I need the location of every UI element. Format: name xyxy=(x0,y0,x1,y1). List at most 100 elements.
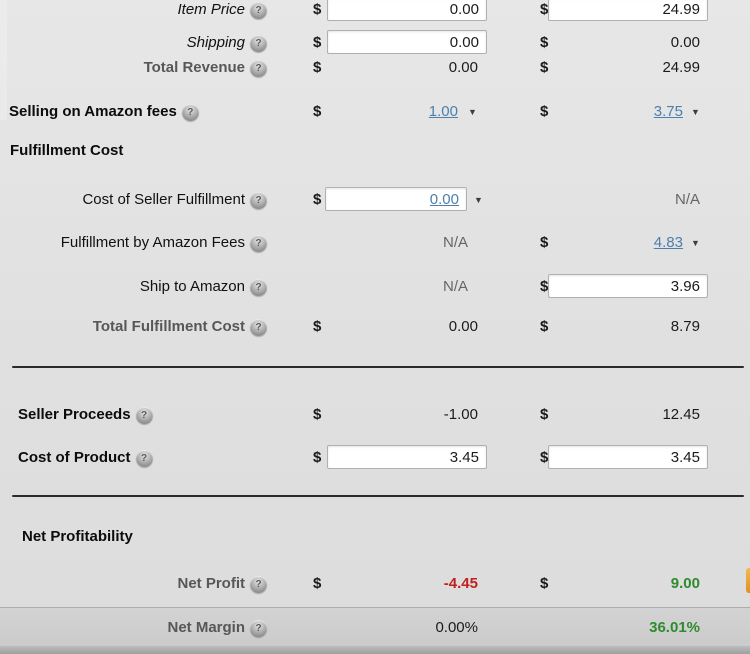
bottom-strip xyxy=(0,646,750,654)
help-icon[interactable]: ? xyxy=(250,278,267,296)
ship-to-amazon-na-col1: N/A xyxy=(442,278,468,295)
item-price-input-col1[interactable] xyxy=(327,0,487,21)
partial-button-edge[interactable] xyxy=(746,568,750,593)
total-fulfillment-cost-value-col2: 8.79 xyxy=(670,318,700,335)
help-glyph: ? xyxy=(187,106,194,118)
cost-of-product-input-col2[interactable] xyxy=(548,445,708,469)
currency-symbol: $ xyxy=(313,59,322,76)
item-price-label: Item Price xyxy=(177,1,245,18)
shipping-label: Shipping xyxy=(186,34,245,51)
currency-symbol: $ xyxy=(540,234,549,251)
help-icon[interactable]: ? xyxy=(250,318,267,336)
currency-symbol: $ xyxy=(540,59,549,76)
help-icon[interactable]: ? xyxy=(135,406,153,424)
net-profit-value-col2: 9.00 xyxy=(670,575,700,592)
currency-symbol: $ xyxy=(540,575,549,592)
chevron-down-icon[interactable]: ▼ xyxy=(691,107,700,117)
row-net-profit: Net Profit ? $ -4.45 $ 9.00 xyxy=(0,570,750,598)
section-divider xyxy=(12,366,744,368)
help-icon[interactable]: ? xyxy=(250,1,267,19)
panel-left-edge xyxy=(0,0,7,120)
total-revenue-value-col2: 24.99 xyxy=(662,59,700,76)
currency-symbol: $ xyxy=(540,1,549,18)
fulfillment-cost-header: Fulfillment Cost xyxy=(10,142,124,159)
selling-fees-link-col1[interactable]: 1.00 xyxy=(428,103,458,120)
chevron-down-icon[interactable]: ▼ xyxy=(474,195,483,205)
currency-symbol: $ xyxy=(540,278,549,295)
chevron-down-icon[interactable]: ▼ xyxy=(691,238,700,248)
help-glyph: ? xyxy=(255,4,262,16)
section-divider xyxy=(12,495,744,497)
row-seller-proceeds: Seller Proceeds ? $ -1.00 $ 12.45 xyxy=(0,401,750,429)
cost-of-product-label: Cost of Product xyxy=(18,449,131,466)
row-selling-on-amazon-fees: Selling on Amazon fees ? $ 1.00 ▼ $ 3.75… xyxy=(0,98,750,126)
row-ship-to-amazon: Ship to Amazon ? N/A $ xyxy=(0,273,750,301)
help-glyph: ? xyxy=(255,281,262,293)
selling-fees-label: Selling on Amazon fees xyxy=(9,103,177,120)
total-revenue-value-col1: 0.00 xyxy=(448,59,478,76)
currency-symbol: $ xyxy=(313,406,322,423)
help-glyph: ? xyxy=(140,452,148,464)
total-revenue-label: Total Revenue xyxy=(143,59,245,76)
fba-fees-label: Fulfillment by Amazon Fees xyxy=(60,234,245,251)
cost-seller-fulfillment-label: Cost of Seller Fulfillment xyxy=(82,191,245,208)
help-icon[interactable]: ? xyxy=(135,449,153,467)
currency-symbol: $ xyxy=(313,103,322,120)
seller-proceeds-value-col1: -1.00 xyxy=(443,406,478,423)
help-glyph: ? xyxy=(255,622,262,634)
row-item-price: Item Price ? $ $ xyxy=(0,0,750,24)
chevron-down-icon[interactable]: ▼ xyxy=(468,107,477,117)
help-glyph: ? xyxy=(255,194,262,206)
currency-symbol: $ xyxy=(313,575,322,592)
currency-symbol: $ xyxy=(313,191,322,208)
selling-fees-link-col2[interactable]: 3.75 xyxy=(653,103,683,120)
help-icon[interactable]: ? xyxy=(250,59,267,77)
cost-seller-fulfillment-input[interactable] xyxy=(325,187,467,211)
help-glyph: ? xyxy=(141,409,148,421)
row-cost-of-product: Cost of Product ? $ $ xyxy=(0,444,750,472)
row-total-revenue: Total Revenue ? $ 0.00 $ 24.99 xyxy=(0,54,750,82)
seller-proceeds-label: Seller Proceeds xyxy=(18,406,131,423)
help-icon[interactable]: ? xyxy=(250,34,267,52)
shipping-value-col2: 0.00 xyxy=(670,34,700,51)
row-net-margin: Net Margin ? 0.00% 36.01% xyxy=(0,614,750,642)
help-icon[interactable]: ? xyxy=(250,619,267,637)
currency-symbol: $ xyxy=(540,34,549,51)
net-profit-label: Net Profit xyxy=(177,575,246,592)
fba-fees-link-col2[interactable]: 4.83 xyxy=(653,234,683,251)
currency-symbol: $ xyxy=(313,449,322,466)
net-margin-band xyxy=(0,607,750,647)
help-glyph: ? xyxy=(255,578,262,590)
help-icon[interactable]: ? xyxy=(181,103,199,121)
net-margin-value-col1: 0.00% xyxy=(435,619,478,636)
help-icon[interactable]: ? xyxy=(250,191,267,209)
help-glyph: ? xyxy=(255,37,262,49)
currency-symbol: $ xyxy=(540,103,549,120)
fba-fees-na-col1: N/A xyxy=(442,234,468,251)
net-margin-label: Net Margin xyxy=(167,619,245,636)
currency-symbol: $ xyxy=(313,34,322,51)
currency-symbol: $ xyxy=(313,318,322,335)
row-cost-of-seller-fulfillment: Cost of Seller Fulfillment ? $ ▼ N/A xyxy=(0,186,750,214)
net-profit-value-col1: -4.45 xyxy=(443,575,478,592)
help-glyph: ? xyxy=(255,62,262,74)
help-glyph: ? xyxy=(255,237,262,249)
currency-symbol: $ xyxy=(540,318,549,335)
shipping-input-col1[interactable] xyxy=(327,30,487,54)
row-shipping: Shipping ? $ $ 0.00 xyxy=(0,29,750,57)
help-icon[interactable]: ? xyxy=(250,575,267,593)
net-profitability-header: Net Profitability xyxy=(22,528,133,545)
currency-symbol: $ xyxy=(540,449,549,466)
currency-symbol: $ xyxy=(313,1,322,18)
total-fulfillment-cost-label: Total Fulfillment Cost xyxy=(92,318,245,335)
item-price-input-col2[interactable] xyxy=(548,0,708,21)
currency-symbol: $ xyxy=(540,406,549,423)
net-margin-value-col2: 36.01% xyxy=(649,619,700,636)
help-icon[interactable]: ? xyxy=(250,234,267,252)
help-glyph: ? xyxy=(255,321,262,333)
cost-of-product-input-col1[interactable] xyxy=(327,445,487,469)
ship-to-amazon-input-col2[interactable] xyxy=(548,274,708,298)
row-total-fulfillment-cost: Total Fulfillment Cost ? $ 0.00 $ 8.79 xyxy=(0,313,750,341)
seller-proceeds-value-col2: 12.45 xyxy=(662,406,700,423)
